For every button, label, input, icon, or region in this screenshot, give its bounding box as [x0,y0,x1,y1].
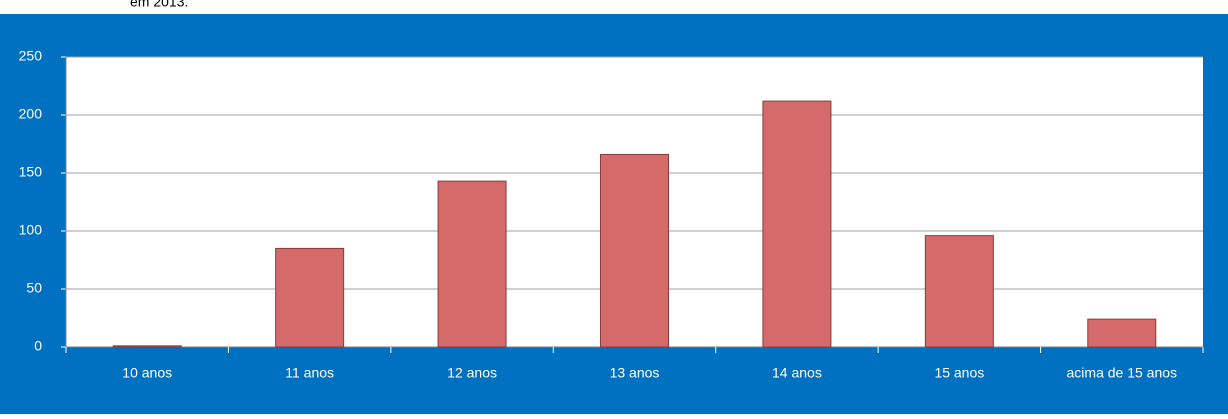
bar [112,345,182,348]
y-tick-label: 0 [34,338,42,354]
x-tick-label: 14 anos [772,365,822,381]
bar [600,153,669,348]
x-tick-label: acima de 15 anos [1067,365,1178,381]
x-tick-label: 15 anos [934,365,984,381]
bar [1087,318,1157,348]
bar [762,100,832,348]
bar [437,180,507,348]
bar [924,235,994,348]
y-tick-label: 200 [19,106,43,122]
x-tick-label: 13 anos [610,365,660,381]
bar [275,247,345,348]
y-tick-label: 150 [19,164,43,180]
x-tick-label: 12 anos [447,365,497,381]
y-tick-label: 100 [19,222,43,238]
x-tick-label: 10 anos [122,365,172,381]
x-tick-label: 11 anos [285,365,334,381]
y-tick-label: 50 [26,280,42,296]
y-tick-label: 250 [19,48,43,64]
caption: em 2013. [130,0,188,10]
